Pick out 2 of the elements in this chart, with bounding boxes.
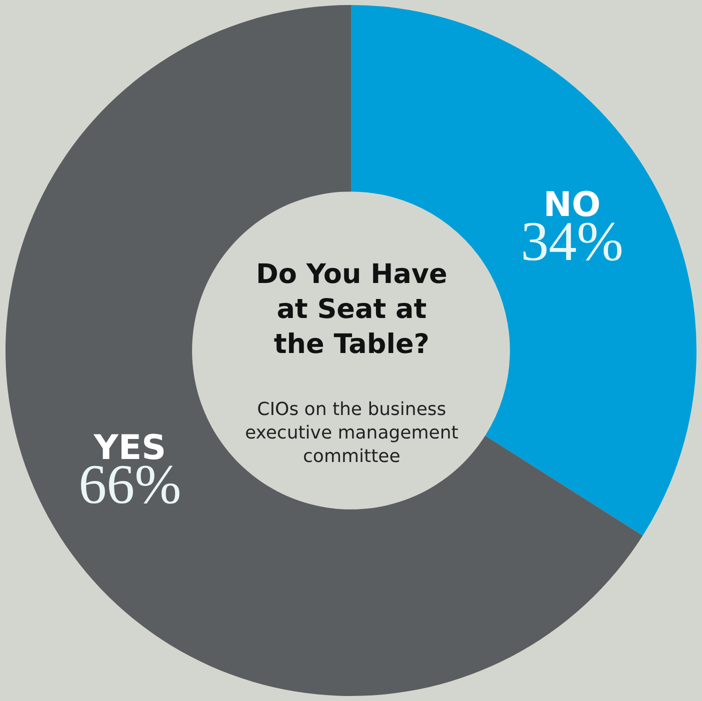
text: Do You Have at Seat at the Table? bbox=[256, 259, 448, 360]
text: CIOs on the business executive management committee bbox=[245, 399, 458, 467]
